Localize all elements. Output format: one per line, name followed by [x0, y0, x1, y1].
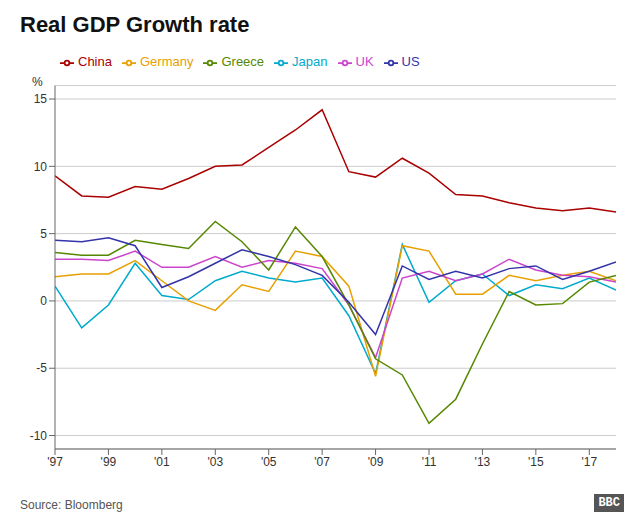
svg-text:'17: '17 [581, 455, 597, 469]
svg-text:'11: '11 [422, 455, 437, 469]
html-text:China: China [78, 54, 112, 69]
svg-text:'01: '01 [154, 455, 170, 469]
svg-text:'07: '07 [314, 455, 330, 469]
svg-text:'99: '99 [101, 455, 117, 469]
svg-text:'09: '09 [368, 455, 384, 469]
svg-text:'05: '05 [261, 455, 277, 469]
svg-text:15: 15 [34, 92, 48, 106]
svg-text:'13: '13 [475, 455, 491, 469]
html-text:BBC: BBC [598, 496, 620, 510]
svg-text:'03: '03 [207, 455, 223, 469]
svg-text:%: % [32, 75, 43, 89]
html-text:Japan: Japan [292, 54, 328, 69]
svg-text:0: 0 [40, 294, 47, 308]
html-text:Source: Bloomberg: Source: Bloomberg [20, 498, 123, 512]
html-text:Real GDP Growth rate: Real GDP Growth rate [20, 12, 250, 37]
svg-text:10: 10 [34, 160, 48, 174]
svg-text:'97: '97 [47, 455, 63, 469]
html-text:Greece: Greece [221, 54, 265, 69]
svg-text:-5: -5 [36, 361, 47, 375]
svg-text:5: 5 [40, 227, 47, 241]
html-text:Germany: Germany [140, 54, 194, 69]
svg-text:'15: '15 [528, 455, 544, 469]
html-text:UK: UK [355, 54, 374, 69]
svg-text:-10: -10 [30, 429, 48, 443]
html-text:US: US [401, 54, 420, 69]
